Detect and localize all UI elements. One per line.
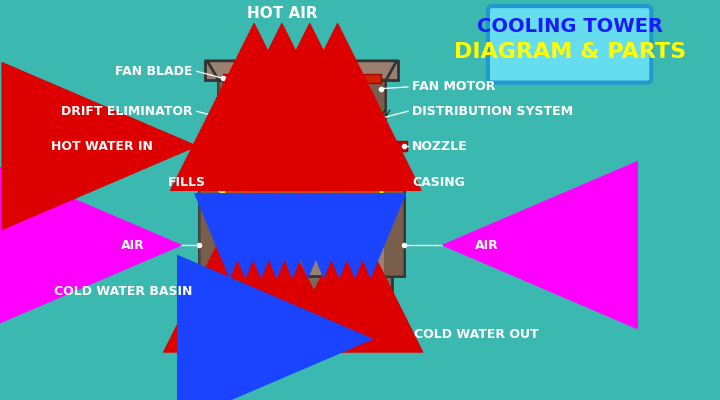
Text: AIR: AIR (475, 239, 499, 252)
FancyBboxPatch shape (199, 176, 404, 276)
Text: CASING: CASING (413, 176, 465, 189)
Text: DRIFT ELIMINATOR: DRIFT ELIMINATOR (60, 105, 192, 118)
Text: COOLING TOWER: COOLING TOWER (477, 16, 662, 36)
FancyBboxPatch shape (218, 76, 385, 176)
FancyBboxPatch shape (210, 274, 392, 326)
Polygon shape (207, 61, 397, 80)
FancyBboxPatch shape (205, 141, 407, 151)
FancyBboxPatch shape (205, 61, 398, 80)
Text: DIAGRAM & PARTS: DIAGRAM & PARTS (454, 42, 685, 62)
FancyBboxPatch shape (488, 6, 652, 82)
Polygon shape (318, 146, 333, 158)
Text: FILLS: FILLS (167, 176, 205, 189)
FancyBboxPatch shape (222, 74, 381, 82)
Text: FAN MOTOR: FAN MOTOR (413, 80, 495, 94)
Polygon shape (292, 146, 306, 158)
Text: HOT AIR: HOT AIR (246, 6, 318, 20)
FancyBboxPatch shape (212, 294, 390, 324)
Text: COLD WATER BASIN: COLD WATER BASIN (54, 285, 192, 298)
Text: HOT WATER IN: HOT WATER IN (51, 140, 153, 152)
FancyBboxPatch shape (289, 74, 315, 104)
Text: AIR: AIR (121, 239, 145, 252)
Polygon shape (240, 146, 254, 158)
Text: NOZZLE: NOZZLE (413, 140, 468, 152)
FancyBboxPatch shape (222, 165, 381, 222)
Polygon shape (344, 146, 359, 158)
FancyBboxPatch shape (218, 76, 234, 176)
FancyBboxPatch shape (222, 110, 381, 126)
Polygon shape (199, 174, 404, 190)
Text: DISTRIBUTION SYSTEM: DISTRIBUTION SYSTEM (413, 105, 573, 118)
FancyBboxPatch shape (369, 76, 385, 176)
Text: COLD WATER OUT: COLD WATER OUT (414, 328, 539, 341)
FancyBboxPatch shape (384, 176, 404, 276)
FancyBboxPatch shape (199, 176, 218, 276)
Polygon shape (266, 146, 280, 158)
Polygon shape (371, 146, 384, 158)
Text: FAN BLADE: FAN BLADE (115, 65, 192, 78)
